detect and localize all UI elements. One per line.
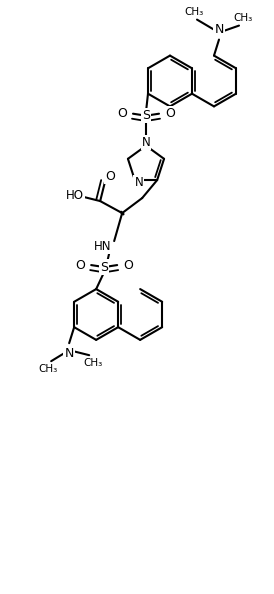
Text: O: O (105, 169, 115, 182)
Text: N: N (214, 23, 224, 36)
Text: N: N (135, 176, 143, 188)
Text: S: S (100, 261, 108, 274)
Text: N: N (64, 347, 74, 360)
Text: O: O (117, 107, 127, 120)
Text: S: S (142, 109, 150, 122)
Text: CH₃: CH₃ (184, 7, 204, 17)
Text: O: O (123, 258, 133, 271)
Text: O: O (165, 107, 175, 120)
Text: N: N (142, 136, 150, 149)
Text: CH₃: CH₃ (84, 358, 103, 368)
Text: HO: HO (66, 188, 84, 201)
Text: HN: HN (93, 239, 111, 252)
Text: CH₃: CH₃ (233, 12, 253, 23)
Text: CH₃: CH₃ (39, 364, 58, 374)
Text: O: O (75, 258, 85, 271)
